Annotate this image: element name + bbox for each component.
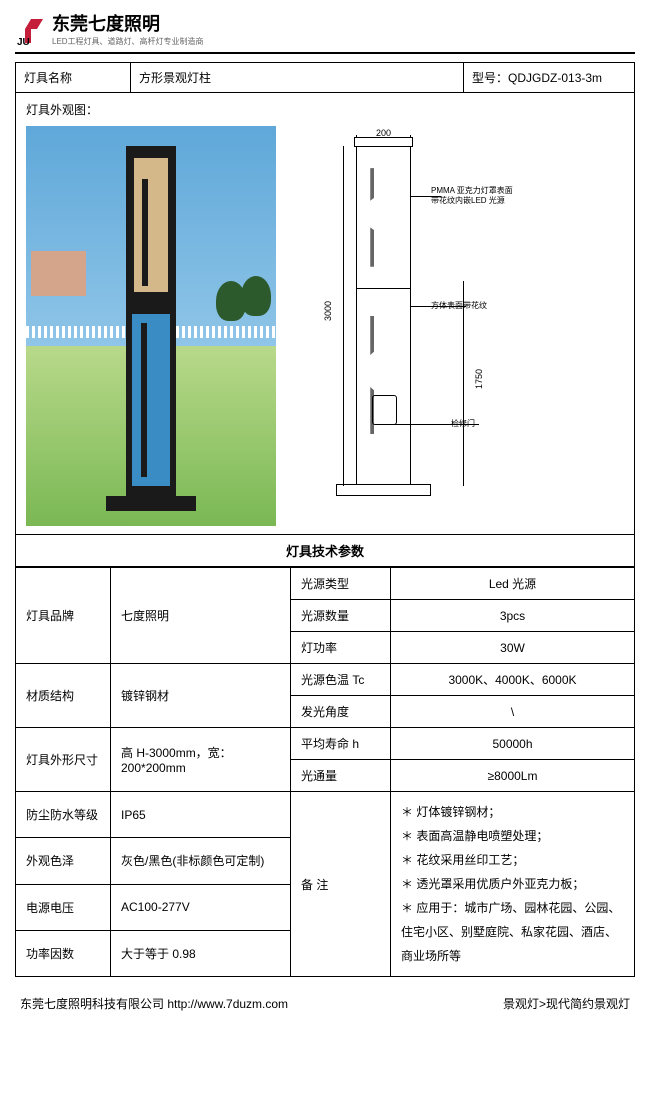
model-number: 型号：QDJGDZ-013-3m <box>464 63 634 92</box>
volt-value: AC100-277V <box>111 884 291 930</box>
technical-diagram: 200 3000 1750 PMMA 亚克力灯罩表面带花纹内嵌LED 光源 方体… <box>296 126 516 526</box>
visual-title: 灯具外观图： <box>26 101 624 118</box>
ip-value: IP65 <box>111 792 291 838</box>
size-label: 灯具外形尺寸 <box>16 728 111 792</box>
spec-title: 灯具技术参数 <box>15 535 635 567</box>
footer-breadcrumb: 景观灯>现代简约景观灯 <box>503 995 630 1012</box>
dim-height-full: 3000 <box>323 301 333 321</box>
brand-value: 七度照明 <box>111 568 291 664</box>
pf-value: 大于等于 0.98 <box>111 930 291 976</box>
beam-label: 发光角度 <box>291 696 391 728</box>
src-qty-value: 3pcs <box>391 600 635 632</box>
power-label: 灯功率 <box>291 632 391 664</box>
src-type-value: Led 光源 <box>391 568 635 600</box>
cct-value: 3000K、4000K、6000K <box>391 664 635 696</box>
notes-value: ＊ 灯体镀锌钢材；＊ 表面高温静电喷塑处理；＊ 花纹采用丝印工艺；＊ 透光罩采用… <box>391 792 635 977</box>
power-value: 30W <box>391 632 635 664</box>
material-label: 材质结构 <box>16 664 111 728</box>
lumen-value: ≥8000Lm <box>391 760 635 792</box>
color-value: 灰色/黑色(非标颜色可定制) <box>111 838 291 884</box>
header: JU 东莞七度照明 LED工程灯具、道路灯、高杆灯专业制造商 <box>15 10 635 54</box>
material-value: 镀锌钢材 <box>111 664 291 728</box>
company-tagline: LED工程灯具、道路灯、高杆灯专业制造商 <box>52 36 204 47</box>
callout-pattern: 方体表面带花纹 <box>431 301 501 311</box>
ip-label: 防尘防水等级 <box>16 792 111 838</box>
lumen-label: 光通量 <box>291 760 391 792</box>
name-row: 灯具名称 方形景观灯柱 型号：QDJGDZ-013-3m <box>15 62 635 93</box>
visual-section: 灯具外观图： 200 <box>15 93 635 535</box>
footer-company: 东莞七度照明科技有限公司 http://www.7duzm.com <box>20 995 288 1012</box>
company-name: 东莞七度照明 <box>52 10 204 36</box>
dim-height-lower: 1750 <box>474 368 484 388</box>
cct-label: 光源色温 Tc <box>291 664 391 696</box>
src-qty-label: 光源数量 <box>291 600 391 632</box>
life-label: 平均寿命 h <box>291 728 391 760</box>
svg-text:JU: JU <box>17 37 30 47</box>
product-photo <box>26 126 276 526</box>
life-value: 50000h <box>391 728 635 760</box>
beam-value: \ <box>391 696 635 728</box>
product-name: 方形景观灯柱 <box>131 63 464 92</box>
size-value: 高 H-3000mm，宽：200*200mm <box>111 728 291 792</box>
callout-door: 检修门 <box>451 419 491 429</box>
logo: JU 东莞七度照明 LED工程灯具、道路灯、高杆灯专业制造商 <box>15 10 204 47</box>
brand-label: 灯具品牌 <box>16 568 111 664</box>
footer: 东莞七度照明科技有限公司 http://www.7duzm.com 景观灯>现代… <box>15 977 635 1020</box>
name-label: 灯具名称 <box>16 63 131 92</box>
notes-label: 备 注 <box>291 792 391 977</box>
logo-icon: JU <box>15 11 47 47</box>
pf-label: 功率因数 <box>16 930 111 976</box>
src-type-label: 光源类型 <box>291 568 391 600</box>
spec-table: 灯具品牌 七度照明 光源类型 Led 光源 光源数量 3pcs 灯功率 30W … <box>15 567 635 977</box>
volt-label: 电源电压 <box>16 884 111 930</box>
callout-pmma: PMMA 亚克力灯罩表面带花纹内嵌LED 光源 <box>431 186 516 207</box>
color-label: 外观色泽 <box>16 838 111 884</box>
